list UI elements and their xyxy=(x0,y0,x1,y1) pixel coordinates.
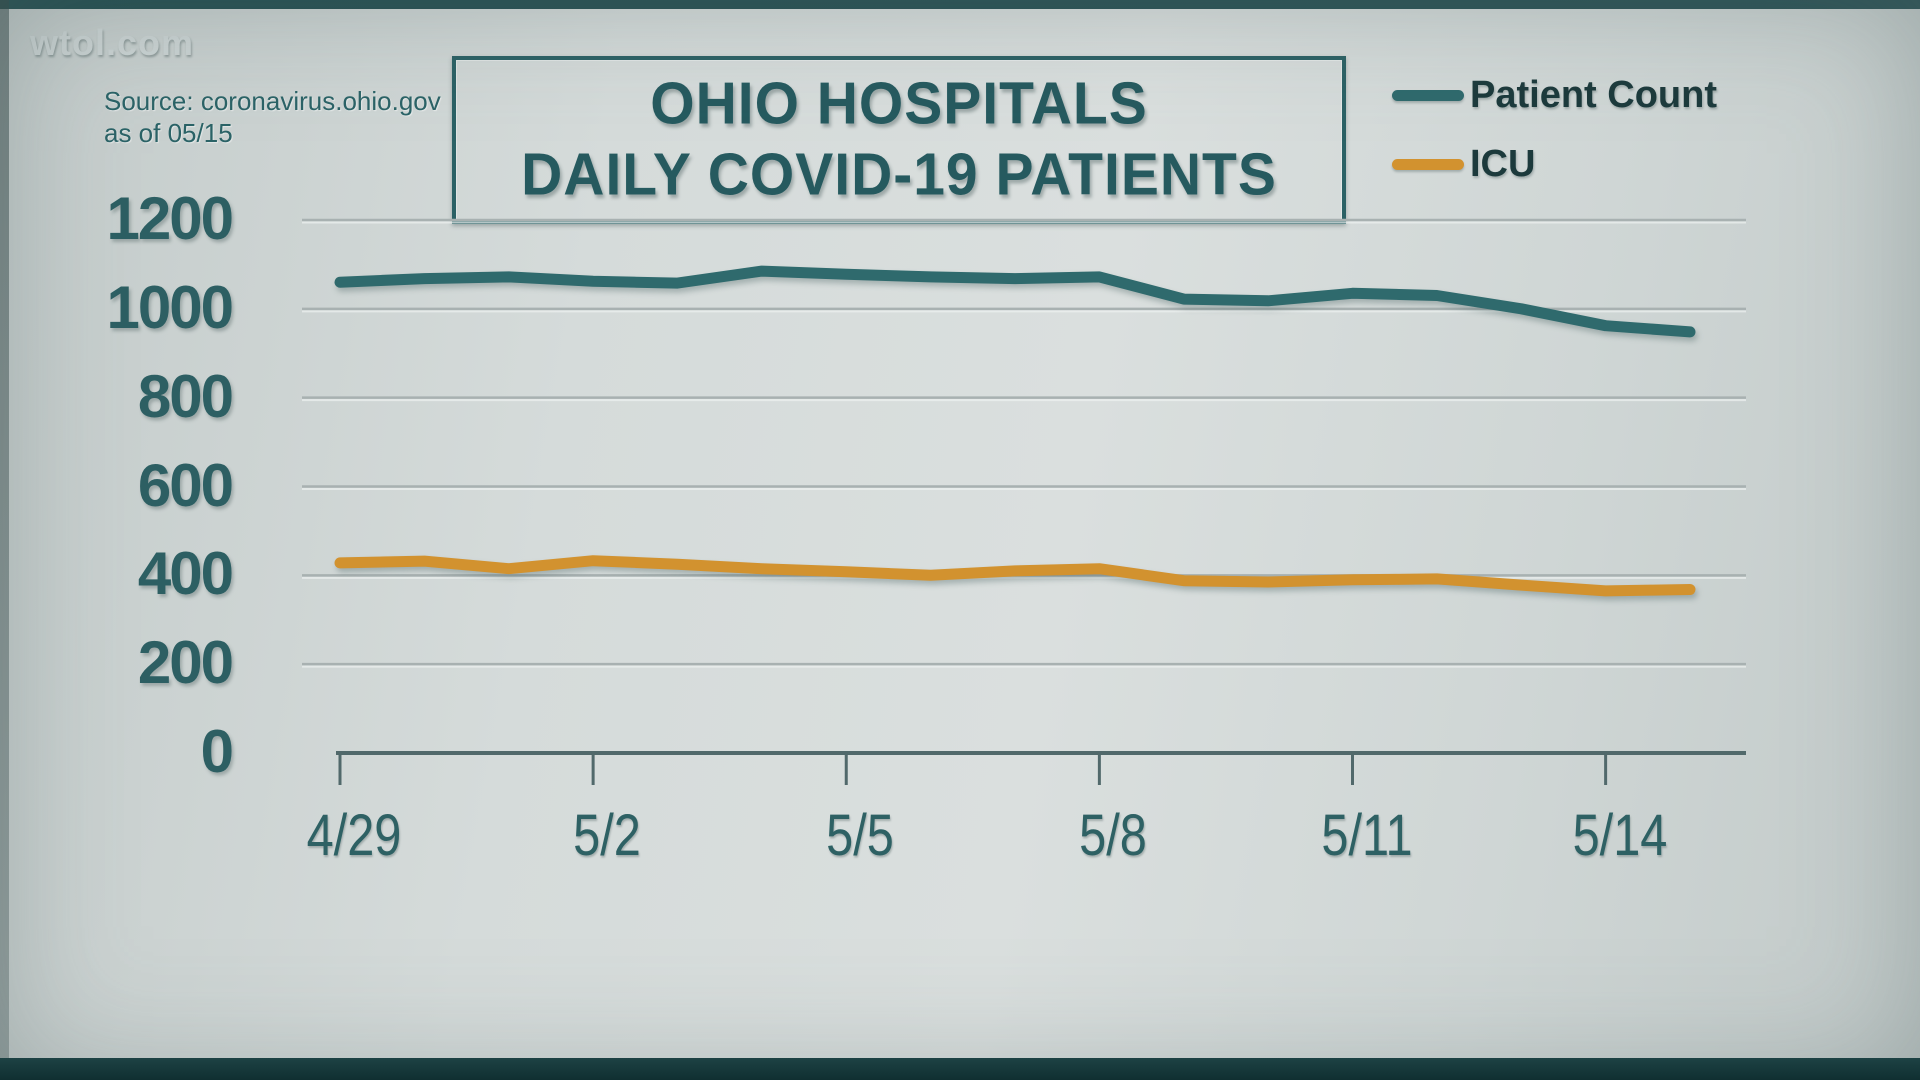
data-series xyxy=(334,265,1696,597)
y-axis-label-600: 600 xyxy=(137,451,234,519)
legend-item-patient-count: Patient Count xyxy=(1392,74,1717,117)
x-axis xyxy=(336,751,1746,785)
y-axis-label-0: 0 xyxy=(200,718,234,785)
legend-label-icu: ICU xyxy=(1470,143,1536,185)
legend-label-patient-count: Patient Count xyxy=(1470,74,1717,116)
series-line-patient-count xyxy=(334,265,1696,338)
y-axis-label-1000: 1000 xyxy=(106,273,234,341)
x-axis-label-5/5: 5/5 xyxy=(826,803,895,868)
y-axis-labels: 0 200 400 600 800 1000 1200 xyxy=(0,0,234,1080)
source-line-2: as of 05/15 xyxy=(104,117,233,148)
y-axis-label-400: 400 xyxy=(137,540,234,608)
chart-title-box: OHIO HOSPITALS DAILY COVID-19 PATIENTS xyxy=(452,56,1346,224)
chart-title-line-2: DAILY COVID-19 PATIENTS xyxy=(521,141,1277,209)
y-axis-label-1200: 1200 xyxy=(106,185,234,252)
source-line-1: Source: coronavirus.ohio.gov xyxy=(104,86,441,116)
station-brand: wtol.com xyxy=(30,22,195,63)
x-axis-label-5/11: 5/11 xyxy=(1320,803,1413,868)
chart-title-line-1: OHIO HOSPITALS xyxy=(650,70,1148,138)
icu-swatch-icon xyxy=(1392,159,1464,170)
x-axis-label-4/29: 4/29 xyxy=(306,803,402,868)
screen-edge-bottom xyxy=(0,1058,1920,1080)
y-axis-label-200: 200 xyxy=(137,629,234,697)
x-axis-label-5/8: 5/8 xyxy=(1079,803,1148,868)
x-axis-label-5/14: 5/14 xyxy=(1572,803,1668,868)
legend-item-icu: ICU xyxy=(1392,143,1717,186)
legend: Patient Count ICU xyxy=(1392,74,1717,212)
x-axis-label-5/2: 5/2 xyxy=(573,803,641,868)
screen-edge-top xyxy=(0,0,1920,9)
series-line-icu xyxy=(334,555,1696,597)
patient-count-swatch-icon xyxy=(1392,90,1464,101)
source-note: Source: coronavirus.ohio.gov as of 05/15 xyxy=(104,86,441,149)
screen-edge-left xyxy=(0,0,9,1080)
y-axis-label-800: 800 xyxy=(137,362,234,430)
